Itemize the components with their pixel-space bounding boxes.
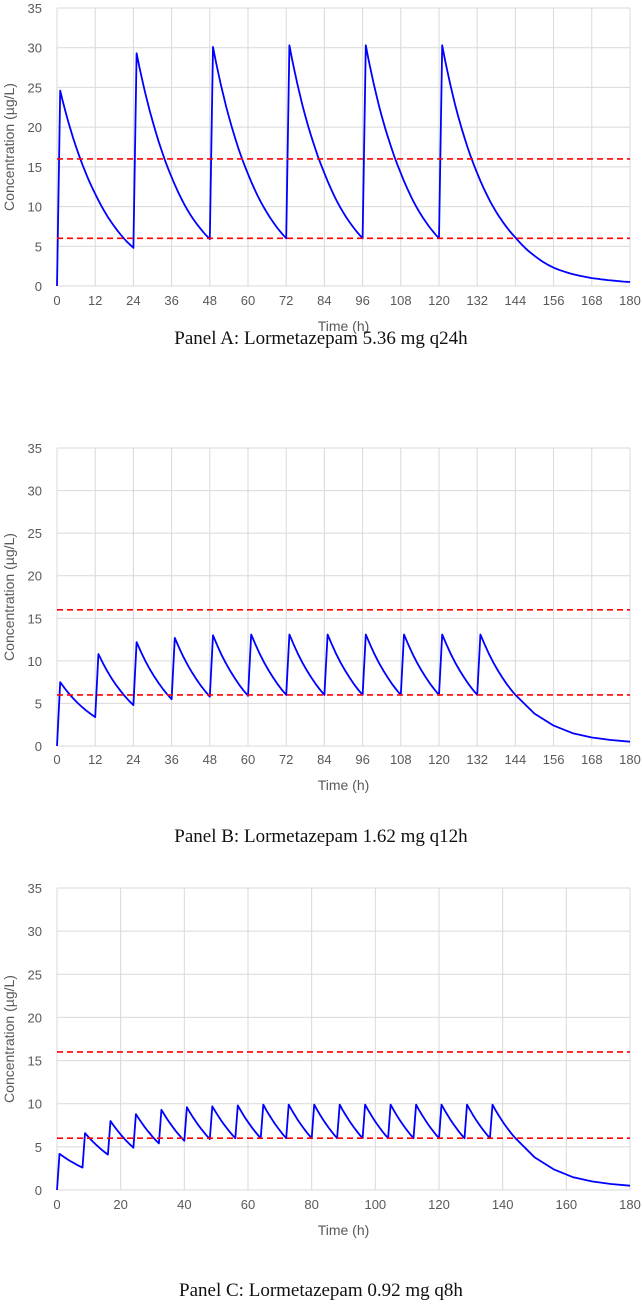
y-tick-label: 0 — [35, 739, 42, 754]
panel-c: 0 20 40 60 80 100 120 140 160 180 0 5 10 15 20 25 30 35 Ti… — [0, 880, 642, 1301]
x-axis-label: Time (h) — [318, 777, 370, 793]
panel-a: 0 12 24 36 48 60 72 84 96 108 120 132 144 156 168 180 0 5… — [0, 0, 642, 349]
y-tick-label: 15 — [28, 160, 42, 175]
x-tick-label: 20 — [113, 1197, 127, 1212]
y-tick-label: 20 — [28, 1010, 42, 1025]
y-axis-label: Concentration (µg/L) — [1, 83, 17, 211]
x-tick-label: 132 — [466, 752, 488, 767]
x-tick-label: 84 — [317, 293, 331, 308]
y-tick-label: 35 — [28, 1, 42, 16]
x-tick-label: 120 — [428, 1197, 450, 1212]
x-tick-label: 156 — [543, 752, 565, 767]
x-tick-label: 180 — [619, 1197, 641, 1212]
x-axis-label: Time (h) — [318, 1222, 370, 1238]
y-tick-label: 30 — [28, 484, 42, 499]
panel-b-chart: 0 12 24 36 48 60 72 84 96 108 120 132 144 156 168 180 0 5… — [1, 441, 641, 793]
y-axis-label: Concentration (µg/L) — [1, 533, 17, 661]
y-tick-label: 25 — [28, 967, 42, 982]
x-tick-label: 0 — [53, 752, 60, 767]
panel-b-caption: Panel B: Lormetazepam 1.62 mg q12h — [174, 826, 468, 847]
y-tick-label: 30 — [28, 41, 42, 56]
x-tick-label: 120 — [428, 293, 450, 308]
y-tick-label: 0 — [35, 1183, 42, 1198]
x-tick-label: 12 — [88, 293, 102, 308]
panel-c-caption: Panel C: Lormetazepam 0.92 mg q8h — [179, 1280, 463, 1301]
x-tick-label: 168 — [581, 293, 603, 308]
panel-a-chart: 0 12 24 36 48 60 72 84 96 108 120 132 144 156 168 180 0 5… — [1, 1, 641, 334]
x-tick-label: 180 — [619, 293, 641, 308]
y-tick-label: 0 — [35, 279, 42, 294]
y-tick-label: 25 — [28, 80, 42, 95]
panel-a-caption: Panel A: Lormetazepam 5.36 mg q24h — [174, 328, 468, 349]
x-tick-label: 168 — [581, 752, 603, 767]
y-tick-label: 5 — [35, 696, 42, 711]
x-tick-label: 36 — [164, 752, 178, 767]
panel-b: 0 12 24 36 48 60 72 84 96 108 120 132 144 156 168 180 0 5… — [0, 440, 642, 847]
y-tick-label: 20 — [28, 120, 42, 135]
x-tick-label: 108 — [390, 752, 412, 767]
x-tick-label: 108 — [390, 293, 412, 308]
x-tick-label: 180 — [619, 752, 641, 767]
x-tick-label: 0 — [53, 293, 60, 308]
concentration-line — [56, 44, 631, 287]
y-tick-label: 5 — [35, 239, 42, 254]
x-tick-label: 48 — [203, 752, 217, 767]
x-tick-label: 72 — [279, 752, 293, 767]
x-tick-label: 40 — [177, 1197, 191, 1212]
y-tick-label: 10 — [28, 654, 42, 669]
x-tick-label: 48 — [203, 293, 217, 308]
x-tick-label: 144 — [505, 752, 527, 767]
x-tick-label: 120 — [428, 752, 450, 767]
y-tick-label: 10 — [28, 200, 42, 215]
y-tick-label: 15 — [28, 1054, 42, 1069]
x-tick-label: 24 — [126, 752, 140, 767]
y-tick-label: 25 — [28, 526, 42, 541]
y-tick-label: 15 — [28, 611, 42, 626]
x-tick-label: 132 — [466, 293, 488, 308]
y-axis-label: Concentration (µg/L) — [1, 975, 17, 1103]
concentration-line — [56, 633, 631, 747]
x-tick-label: 100 — [364, 1197, 386, 1212]
x-tick-label: 156 — [543, 293, 565, 308]
x-tick-label: 60 — [241, 293, 255, 308]
y-tick-label: 5 — [35, 1140, 42, 1155]
y-tick-label: 10 — [28, 1097, 42, 1112]
x-tick-label: 96 — [355, 293, 369, 308]
y-tick-label: 30 — [28, 924, 42, 939]
x-axis-label: Time (h) — [318, 318, 370, 334]
x-tick-label: 160 — [555, 1197, 577, 1212]
y-tick-label: 20 — [28, 569, 42, 584]
x-tick-label: 24 — [126, 293, 140, 308]
y-tick-label: 35 — [28, 441, 42, 456]
x-tick-label: 96 — [355, 752, 369, 767]
y-tick-label: 35 — [28, 881, 42, 896]
x-tick-label: 60 — [241, 752, 255, 767]
x-tick-label: 72 — [279, 293, 293, 308]
x-tick-label: 60 — [241, 1197, 255, 1212]
x-tick-label: 144 — [505, 293, 527, 308]
x-tick-label: 84 — [317, 752, 331, 767]
x-tick-label: 12 — [88, 752, 102, 767]
x-tick-label: 80 — [304, 1197, 318, 1212]
panel-c-chart: 0 20 40 60 80 100 120 140 160 180 0 5 10 15 20 25 30 35 Ti… — [1, 881, 641, 1238]
x-tick-label: 0 — [53, 1197, 60, 1212]
x-tick-label: 36 — [164, 293, 178, 308]
concentration-line — [56, 1103, 631, 1191]
x-tick-label: 140 — [492, 1197, 514, 1212]
